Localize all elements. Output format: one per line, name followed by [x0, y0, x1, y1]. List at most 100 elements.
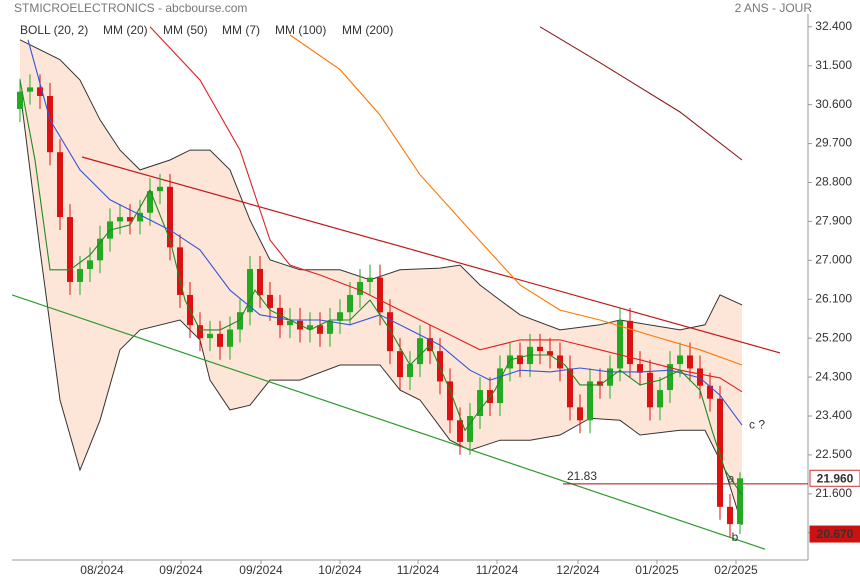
plot-area [12, 26, 808, 550]
candle-body [237, 312, 243, 330]
chart-title: STMICROELECTRONICS - abcbourse.com [14, 1, 247, 15]
annotation: a [728, 471, 735, 485]
moving-average [19, 79, 743, 496]
candle-body [247, 268, 253, 313]
trendline [12, 294, 766, 550]
trendline [81, 156, 781, 354]
candle-body [67, 217, 73, 282]
candle-body [377, 277, 383, 313]
candle-body [467, 416, 473, 442]
candle-body [287, 320, 293, 326]
candle-body [137, 212, 143, 222]
candle-body [617, 320, 623, 369]
price-box [809, 525, 860, 543]
candle-body [697, 368, 703, 386]
x-tick-label: 01/2025 [635, 563, 679, 577]
price-box-label: 20.670 [817, 527, 854, 541]
candle-body [667, 364, 673, 391]
y-tick-label: 27.900 [815, 214, 852, 228]
x-tick-label: 09/2024 [239, 563, 283, 577]
candle-body [227, 329, 233, 347]
y-tick-label: 28.800 [815, 175, 852, 189]
legend-entry: BOLL (20, 2) [20, 23, 88, 37]
x-tick-label: 10/2024 [318, 563, 362, 577]
candle-body [267, 294, 273, 308]
candle-body [627, 320, 633, 365]
candle-body [257, 268, 263, 295]
y-tick-label: 24.300 [815, 369, 852, 383]
candle-body [197, 325, 203, 339]
candle-body [387, 312, 393, 352]
candle-body [177, 247, 183, 295]
candle-body [517, 355, 523, 365]
candle-body [127, 217, 133, 222]
bollinger-upper [19, 39, 743, 331]
legend-entry: MM (200) [342, 23, 393, 37]
candle-body [407, 364, 413, 378]
y-tick-label: 22.500 [815, 447, 852, 461]
y-tick-label: 21.600 [815, 486, 852, 500]
candle-body [587, 381, 593, 421]
y-tick-label: 26.100 [815, 291, 852, 305]
x-tick-label: 08/2024 [80, 563, 124, 577]
candle-body [637, 364, 643, 373]
annotation: c ? [749, 417, 765, 431]
y-tick-label: 31.500 [815, 58, 852, 72]
candle-body [727, 506, 733, 525]
bollinger-lower [19, 89, 743, 526]
candle-body [397, 351, 403, 378]
candle-body [37, 87, 43, 96]
candle-body [577, 407, 583, 421]
x-tick-label: 11/2024 [476, 563, 519, 577]
candle-body [147, 191, 153, 213]
level-label: 21.83 [567, 469, 597, 483]
candle-body [507, 355, 513, 369]
moving-average [289, 34, 743, 366]
y-tick-label: 23.400 [815, 408, 852, 422]
candle-body [97, 238, 103, 261]
legend-entry: MM (100) [275, 23, 326, 37]
candle-body [537, 346, 543, 352]
candle-body [167, 186, 173, 248]
candle-body [217, 333, 223, 347]
candle-body [737, 478, 743, 525]
candle-body [317, 325, 323, 334]
candle-body [447, 381, 453, 421]
candle-body [647, 372, 653, 408]
x-tick-label: 02/2025 [714, 563, 758, 577]
candle-body [657, 390, 663, 408]
y-tick-label: 25.200 [815, 330, 852, 344]
candle-body [347, 294, 353, 313]
legend-entry: MM (20) [103, 23, 148, 37]
moving-average [149, 26, 743, 393]
candle-body [87, 260, 93, 269]
candle-body [597, 381, 603, 386]
chart-subtitle: 2 ANS - JOUR [735, 1, 813, 15]
candle-body [677, 355, 683, 365]
x-tick-label: 11/2024 [397, 563, 440, 577]
candle-body [337, 312, 343, 321]
candle-body [497, 368, 503, 404]
moving-average [27, 39, 743, 426]
candle-body [547, 351, 553, 356]
candle-body [17, 91, 23, 109]
y-tick-label: 29.700 [815, 136, 852, 150]
candle-body [207, 333, 213, 339]
candle-body [477, 390, 483, 416]
legend-entry: MM (50) [163, 23, 208, 37]
annotation: b [732, 530, 739, 544]
x-tick-label: 09/2024 [159, 563, 203, 577]
legend-entry: MM (7) [222, 23, 260, 37]
candle-body [57, 152, 63, 218]
price-box [809, 469, 860, 487]
candle-body [567, 368, 573, 408]
candle-body [457, 420, 463, 442]
x-tick-label: 12/2024 [556, 563, 600, 577]
candle-body [357, 281, 363, 295]
candle-body [277, 307, 283, 326]
candle-body [27, 87, 33, 92]
candle-body [307, 325, 313, 330]
price-box-label: 21.960 [817, 471, 854, 485]
moving-average [539, 26, 743, 161]
